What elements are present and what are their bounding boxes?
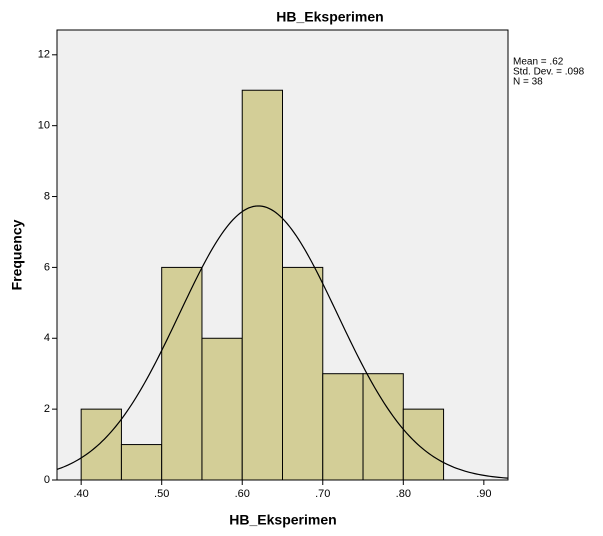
x-tick-label: .50 — [154, 488, 169, 500]
bar — [362, 373, 404, 481]
x-tick-label: .70 — [315, 488, 330, 500]
y-tick-label: 6 — [44, 261, 50, 273]
y-tick-label: 12 — [38, 49, 50, 61]
normal-curve — [56, 205, 509, 479]
chart-title: HB_Eksperimen — [276, 9, 383, 25]
x-tick-label: .80 — [396, 488, 411, 500]
bar — [322, 373, 364, 481]
bar — [241, 89, 284, 481]
stat-label: Std. Dev. = .098 — [513, 67, 585, 78]
bar — [120, 444, 163, 481]
y-axis-label: Frequency — [9, 219, 25, 290]
x-tick-label: .60 — [235, 488, 250, 500]
y-tick-label: 10 — [38, 120, 50, 132]
y-tick-label: 2 — [44, 403, 50, 415]
bar — [282, 266, 324, 481]
bar — [201, 337, 243, 481]
bar — [80, 408, 122, 481]
bar — [402, 408, 445, 481]
stat-label: Mean = .62 — [513, 57, 564, 68]
y-tick-label: 0 — [44, 474, 50, 486]
x-tick-label: .40 — [74, 488, 89, 500]
y-tick-label: 4 — [44, 332, 50, 344]
x-tick-label: .90 — [476, 488, 491, 500]
stat-label: N = 38 — [513, 77, 543, 88]
bar — [161, 266, 203, 481]
x-axis-label: HB_Eksperimen — [229, 512, 336, 528]
y-tick-label: 8 — [44, 190, 50, 202]
